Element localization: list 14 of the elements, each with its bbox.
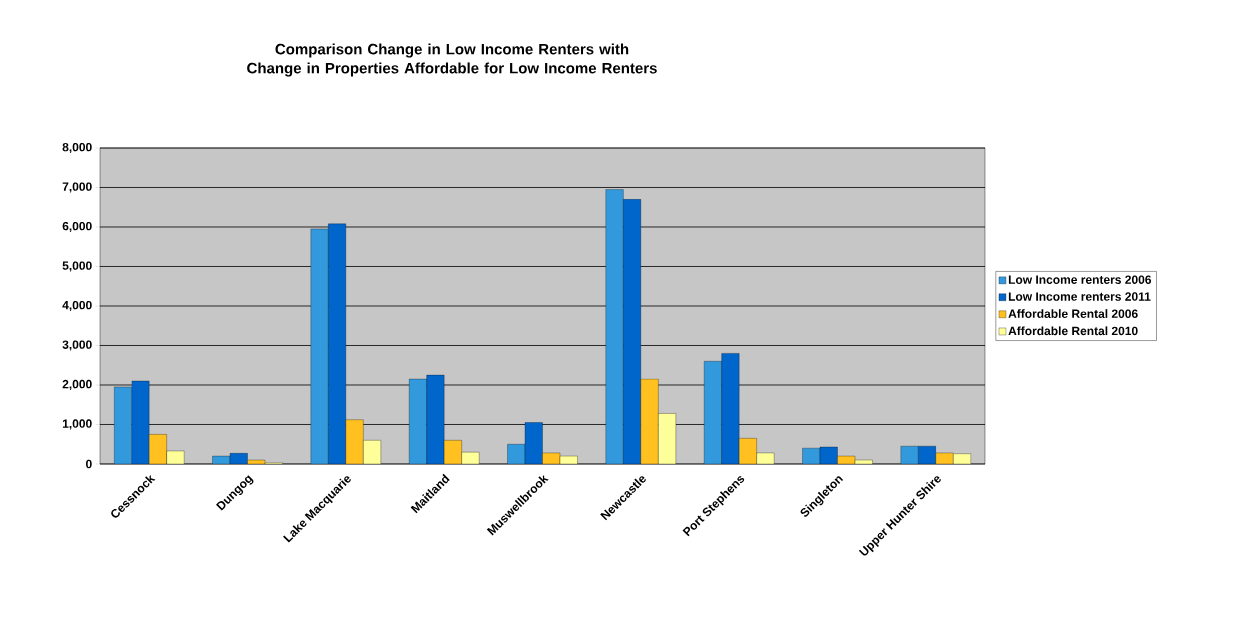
legend-label: Affordable Rental 2006 xyxy=(1008,309,1138,318)
y-tick-label: 2,000 xyxy=(62,379,92,391)
y-tick-label: 7,000 xyxy=(62,182,92,193)
y-tick-label: 4,000 xyxy=(62,300,92,312)
legend-label: Low Income renters 2011 xyxy=(1008,292,1151,301)
y-tick-label: 1,000 xyxy=(62,419,92,430)
y-tick-label: 3,000 xyxy=(62,340,92,351)
y-tick-label: 8,000 xyxy=(62,142,92,154)
legend-label: Low Income renters 2006 xyxy=(1008,275,1152,284)
y-tick-label: 5,000 xyxy=(62,261,92,272)
y-tick-label: 6,000 xyxy=(62,221,92,233)
y-tick-label: 0 xyxy=(86,459,92,469)
chart-title: Comparison Change in Low Income Renters with Change in Properties Affordable for Low Income Renters xyxy=(247,43,657,77)
legend-label: Affordable Rental 2010 xyxy=(1008,326,1138,336)
